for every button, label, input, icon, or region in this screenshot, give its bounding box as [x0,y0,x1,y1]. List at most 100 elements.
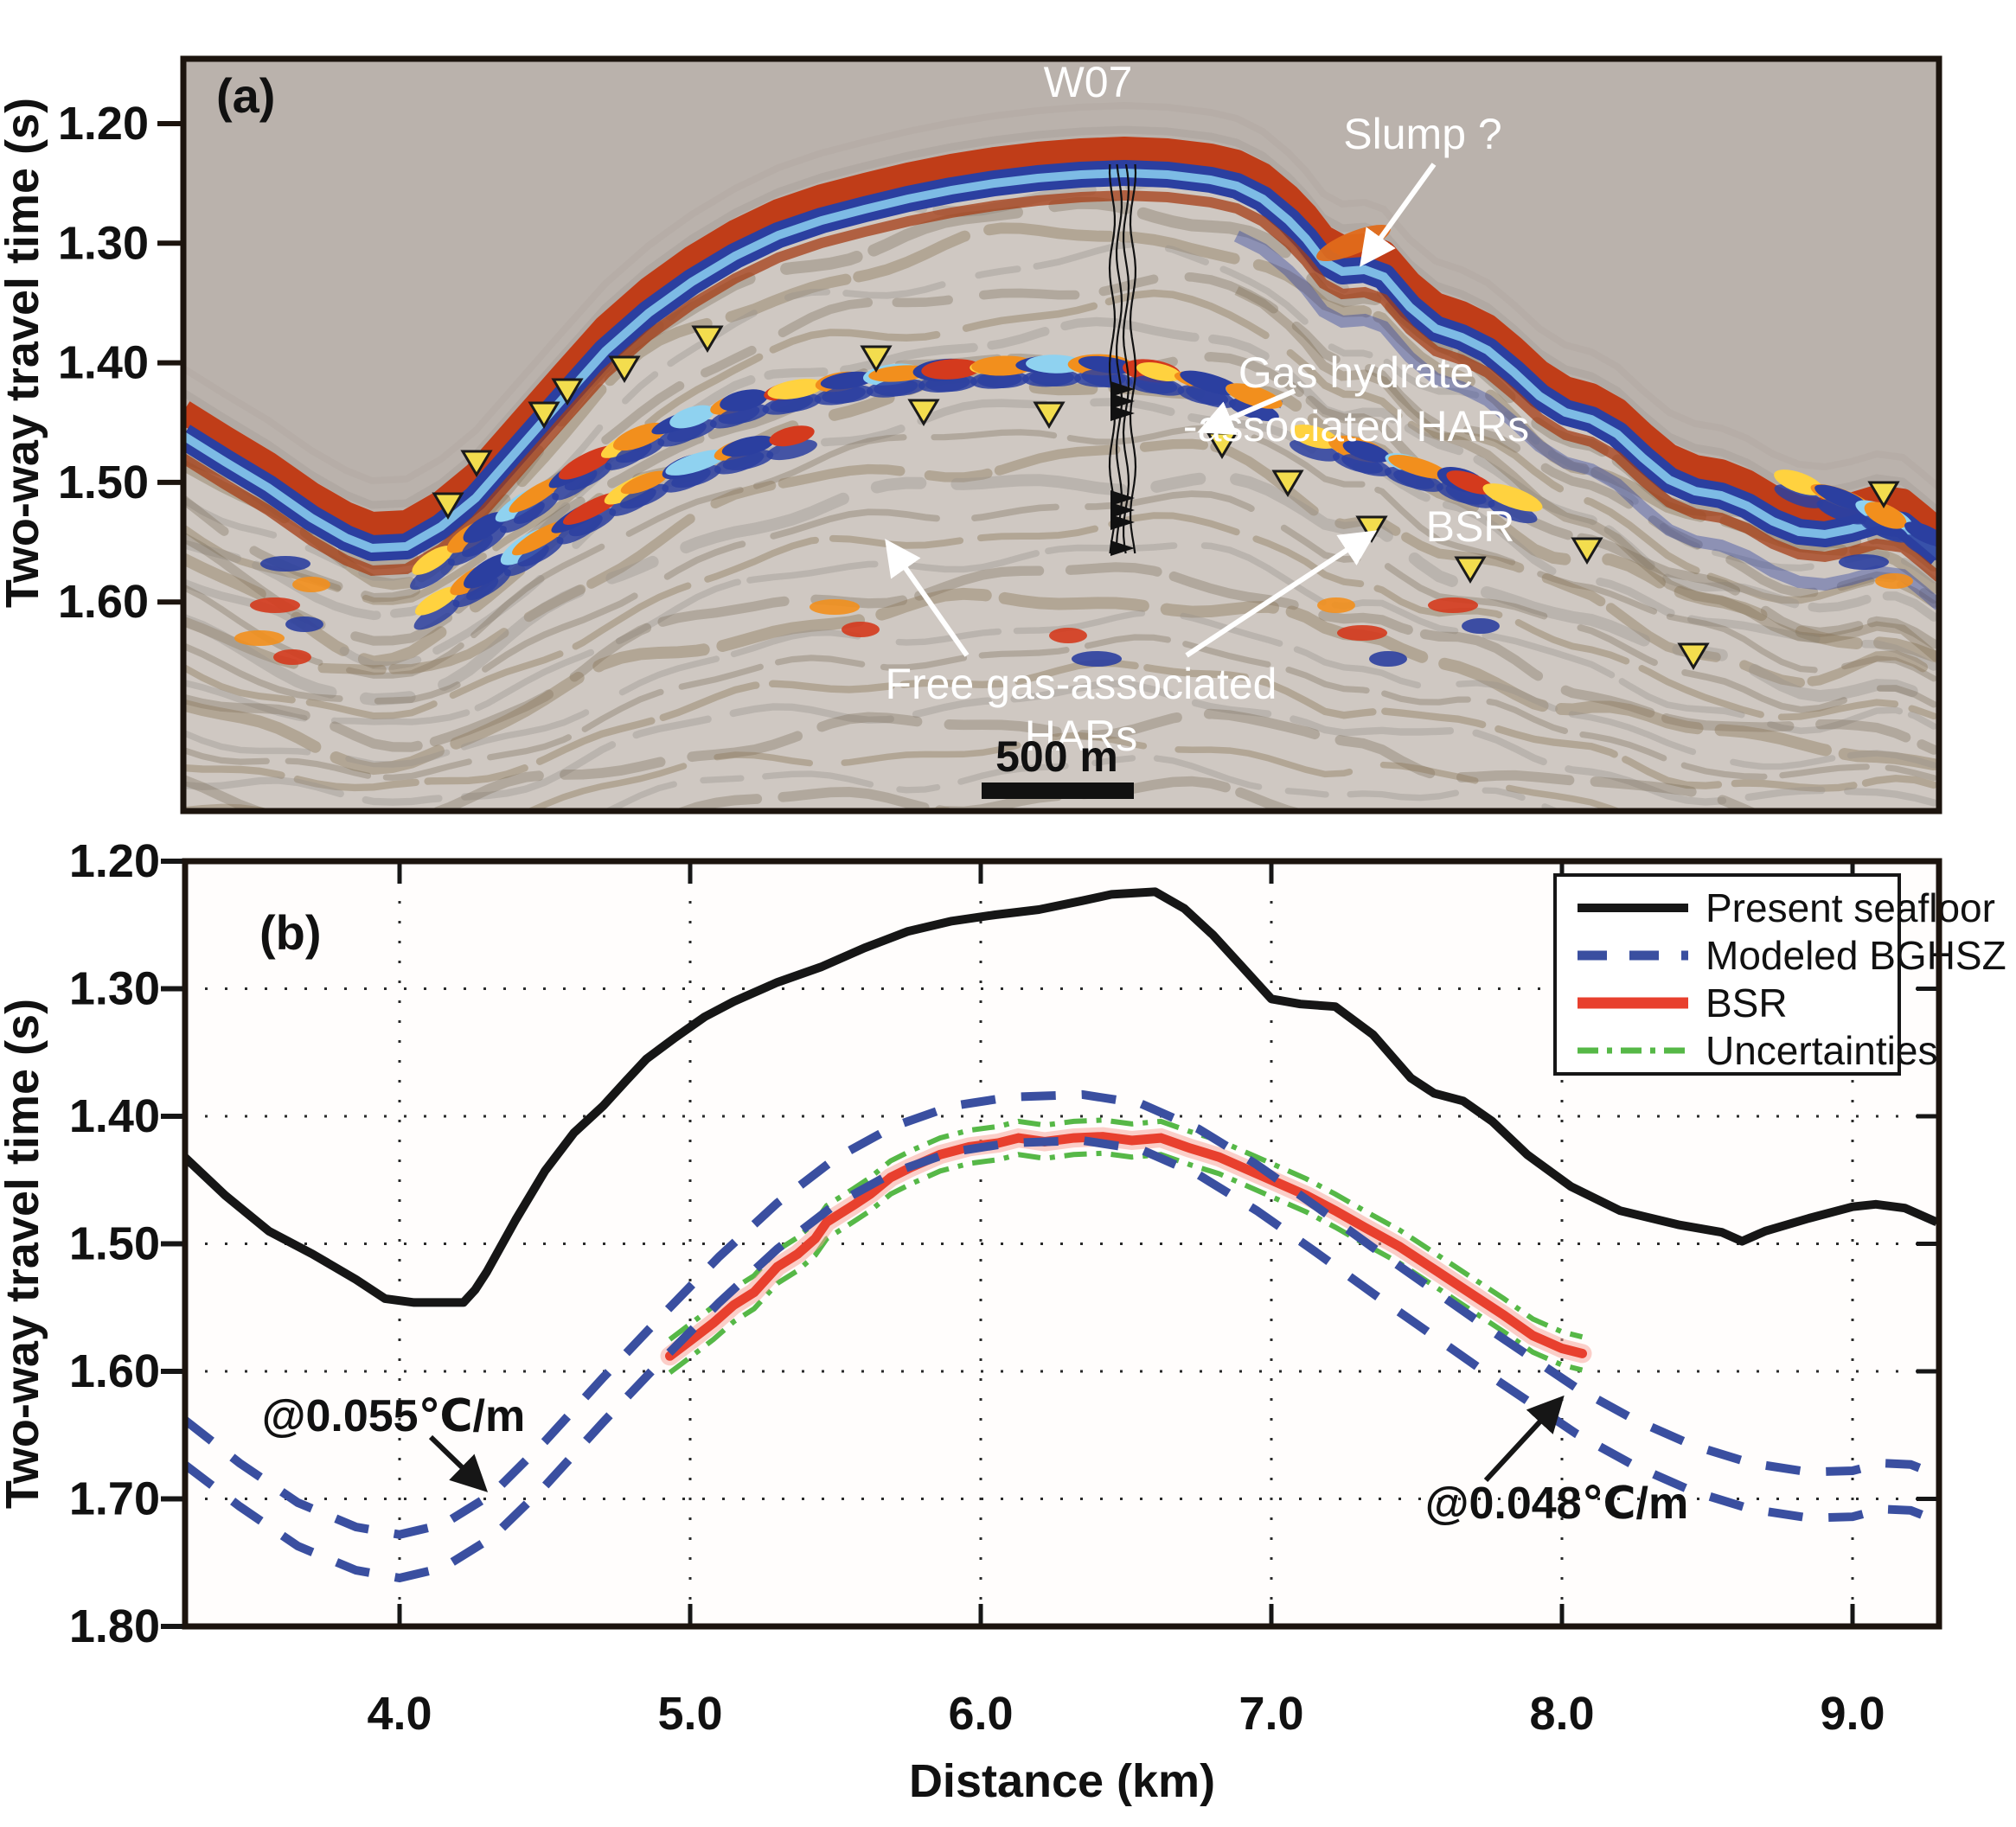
bsr-triangle-marker [907,399,940,426]
curves-group [185,887,1939,1583]
gradient-annotation-left: @0.055℃/m [262,1391,525,1441]
well-arrowhead [1110,381,1135,397]
bsr-triangle-marker [1571,537,1603,565]
y-tick-label: 1.50 [69,1218,160,1270]
uncertainty-lower-curve [668,1150,1584,1375]
well-arrowhead [1110,514,1135,530]
deep-blob [1839,554,1889,570]
deep-blob [273,649,311,665]
well-label: W07 [1044,58,1133,106]
free-gas-label-line1: Free gas-associated [885,660,1277,708]
har-blob [414,586,459,616]
deep-blob [810,599,860,615]
x-tick-label: 6.0 [948,1688,1013,1740]
har-blob [665,450,727,476]
deep-blob [285,616,323,632]
panel-a-y-tick-label: 1.30 [58,217,149,269]
har-blob [1482,483,1543,512]
seismic-sediment-background [183,161,1939,811]
har-blob-shadow [1029,368,1081,387]
stratum-reflection [183,240,1937,584]
well-arrowhead [1110,393,1135,409]
gradient-arrow-left [428,1434,489,1492]
har-blob [1388,455,1449,479]
har-blob-shadow [568,508,617,537]
seafloor-sidelobe-1 [183,125,1939,515]
har-blob-shadow [1393,470,1443,492]
har-blob [1290,425,1340,449]
har-blob-shadow [671,464,721,489]
uncertainty-upper-curve [668,1117,1584,1342]
deep-blob [1337,625,1387,641]
gas-hydrate-arrow [1197,388,1296,436]
har-blob-shadow [1445,484,1495,508]
x-tick-label: 4.0 [367,1688,432,1740]
well-trace [1129,163,1137,554]
stratum-reflection [183,370,1939,668]
bsr-triangle-marker [691,325,724,353]
har-blob [769,425,815,447]
slump-arrow [1360,163,1437,267]
bghsz-lower-curve [185,1135,1939,1583]
ticks-group: 1.20 1.30 1.40 1.50 1.60 1.70 1.80 4.0 5.0 6.0 7.0… [69,835,1939,1740]
har-blob-shadow [466,568,511,601]
har-blob-shadow [874,378,925,397]
y-tick-label: 1.80 [69,1600,160,1652]
panel-a-y-axis-title: Two-way travel time (s) [0,98,48,608]
panel-a-y-tick-label: 1.20 [58,98,149,150]
panel-a-y-tick-label: 1.50 [58,457,149,508]
free-gas-arrow-right [1185,530,1378,658]
stratum-reflection [183,731,1937,811]
stratum-reflection [183,562,1939,755]
har-blob-shadow [413,599,460,630]
legend-label: Uncertainties [1706,1028,1937,1073]
gradient-arrow-right [1483,1395,1565,1483]
scale-bar-label: 500 m [995,732,1118,781]
har-blob-shadow [1488,499,1538,524]
legend-label: BSR [1706,981,1788,1025]
bsr-triangle-marker [551,378,584,406]
har-blob-shadow [766,439,817,461]
stratum-reflection [183,425,1937,682]
har-blob [669,405,714,429]
bsr-triangle-marker [432,492,464,520]
deep-blob [1072,651,1122,667]
bghsz-upper-curve [185,1089,1939,1539]
har-blob [971,355,1035,376]
seafloor-curve [185,887,1939,1307]
deep-blob [842,622,880,637]
panel-a-frame [180,55,1942,814]
bsr-triangle-marker [460,450,493,477]
gradient-annotation-right: @0.048℃/m [1425,1479,1688,1529]
x-axis-title: Distance (km) [909,1755,1215,1807]
well-arrowhead [1110,540,1135,556]
har-blob-shadow [977,370,1029,389]
har-blob [921,359,982,380]
seafloor-sidelobe-2 [183,101,1939,491]
stratum-reflection [183,754,1937,811]
gas-hydrate-label-line2: -associated HARs [1183,402,1529,450]
stratum-reflection [183,587,1939,776]
bsr-triangle-marker [1271,470,1304,497]
har-blob-shadow [615,438,665,463]
scale-bar [982,783,1134,799]
har-blob [720,389,768,412]
bsr-triangle-marker [1867,481,1900,508]
har-blob-shadow [1341,454,1392,476]
stratum-reflection [183,398,1938,671]
har-blob-shadow [564,462,612,491]
deep-blob [1369,651,1407,667]
y-tick-label: 1.70 [69,1473,160,1525]
bsr-triangle-marker [528,401,560,429]
seafloor-reflection-red2 [183,189,1939,582]
x-tick-label: 8.0 [1529,1688,1594,1740]
deep-blob [1462,618,1500,634]
har-blob [1342,440,1391,463]
stratum-reflection [183,471,1939,708]
har-blob [1136,362,1181,381]
well-arrowhead [1110,406,1135,421]
right-flank-band-blue [1233,230,1939,610]
legend-label: Present seafloor [1706,885,1995,930]
